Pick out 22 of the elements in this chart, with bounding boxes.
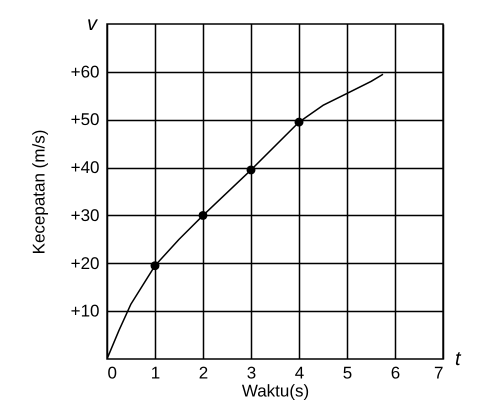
y-tick-label: +20	[70, 254, 100, 273]
point	[198, 210, 208, 220]
point	[294, 118, 304, 127]
x-tick-label: 7	[434, 364, 444, 382]
text: t	[455, 348, 462, 370]
x-tick-label: 2	[198, 364, 208, 382]
point	[246, 166, 256, 174]
y-tick-label: +10	[70, 302, 100, 321]
y-tick-label: +30	[70, 206, 100, 225]
x-axis-title: Waktu(s)	[242, 382, 310, 400]
y-axis-title: Kecepatan (m/s)	[30, 130, 49, 254]
x-tick-label: 5	[342, 364, 352, 382]
x-tick-label: 3	[246, 364, 256, 382]
y-tick-label: +40	[70, 158, 100, 178]
x-tick-label: 6	[390, 364, 400, 382]
x-tick-label: 4	[294, 364, 304, 382]
x-tick-label: 1	[150, 364, 160, 382]
x-tick-label: 0	[108, 364, 117, 382]
text: v	[87, 13, 98, 35]
point	[150, 261, 160, 270]
y-tick-label: +50	[70, 110, 100, 130]
y-tick-label: +60	[70, 62, 100, 82]
